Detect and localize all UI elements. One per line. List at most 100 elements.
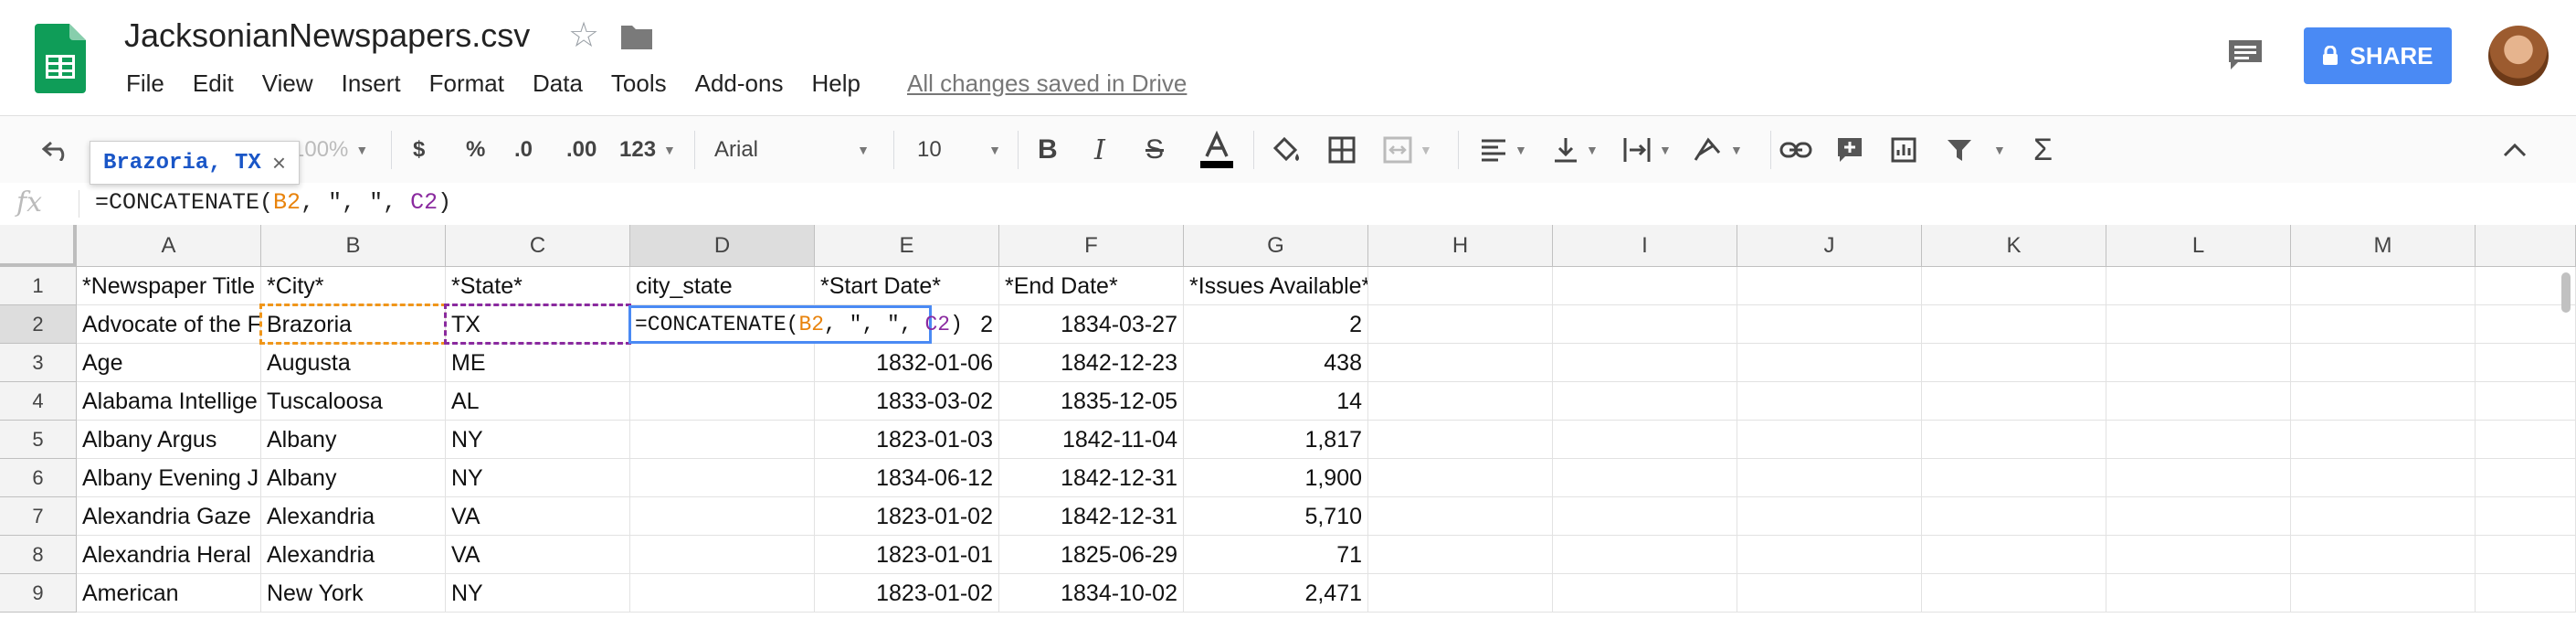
cell-k7[interactable] — [1922, 497, 2106, 536]
menu-addons[interactable]: Add-ons — [694, 69, 784, 97]
menu-help[interactable]: Help — [811, 69, 860, 97]
cell-j5[interactable] — [1737, 421, 1922, 459]
cell-editor-d2[interactable]: =CONCATENATE(B2, ", ", C2) — [628, 305, 963, 344]
fill-color-button[interactable] — [1272, 116, 1303, 184]
bold-button[interactable]: B — [1038, 116, 1058, 184]
cell-c8[interactable]: VA — [446, 536, 630, 574]
cell-a4[interactable]: Alabama Intellige — [77, 382, 261, 421]
menu-insert[interactable]: Insert — [341, 69, 401, 97]
row-header-7[interactable]: 7 — [0, 497, 77, 536]
cell-l6[interactable] — [2106, 459, 2291, 497]
insert-comment-button[interactable] — [1836, 116, 1863, 184]
cell-f6[interactable]: 1842-12-31 — [999, 459, 1184, 497]
column-header-h[interactable]: H — [1368, 225, 1553, 267]
cell-b9[interactable]: New York — [261, 574, 446, 613]
cell-i5[interactable] — [1553, 421, 1737, 459]
cell-m4[interactable] — [2291, 382, 2476, 421]
cell-f4[interactable]: 1835-12-05 — [999, 382, 1184, 421]
cell-b6[interactable]: Albany — [261, 459, 446, 497]
horizontal-align-button[interactable]: ▼ — [1480, 116, 1527, 184]
row-header-4[interactable]: 4 — [0, 382, 77, 421]
more-formats-button[interactable]: 123 ▼ — [619, 116, 676, 184]
cell-m1[interactable] — [2291, 267, 2476, 305]
cell-i4[interactable] — [1553, 382, 1737, 421]
cell-e5[interactable]: 1823-01-03 — [815, 421, 999, 459]
document-title[interactable]: JacksonianNewspapers.csv — [124, 16, 531, 54]
font-family-select[interactable]: Arial ▼ — [714, 116, 870, 184]
cell-j4[interactable] — [1737, 382, 1922, 421]
cell-e3[interactable]: 1832-01-06 — [815, 344, 999, 382]
column-header-j[interactable]: J — [1737, 225, 1922, 267]
cell-a9[interactable]: American — [77, 574, 261, 613]
cell-h5[interactable] — [1368, 421, 1553, 459]
cell-c9[interactable]: NY — [446, 574, 630, 613]
insert-chart-button[interactable] — [1891, 116, 1916, 184]
row-header-6[interactable]: 6 — [0, 459, 77, 497]
cell-i3[interactable] — [1553, 344, 1737, 382]
cell-d6[interactable] — [630, 459, 815, 497]
cell-l3[interactable] — [2106, 344, 2291, 382]
increase-decimal-button[interactable]: .00 — [566, 137, 597, 162]
column-header-m[interactable]: M — [2291, 225, 2476, 267]
text-wrap-button[interactable]: ▼ — [1622, 116, 1672, 184]
cell-j2[interactable] — [1737, 305, 1922, 344]
cell-c3[interactable]: ME — [446, 344, 630, 382]
cell-f1[interactable]: *End Date* — [999, 267, 1184, 305]
strikethrough-button[interactable]: S — [1145, 116, 1164, 184]
percent-button[interactable]: % — [466, 137, 486, 162]
column-header-c[interactable]: C — [446, 225, 630, 267]
comments-icon[interactable] — [2227, 38, 2264, 71]
cell-g1[interactable]: *Issues Available* — [1184, 267, 1368, 305]
cell-g5[interactable]: 1,817 — [1184, 421, 1368, 459]
cell-l1[interactable] — [2106, 267, 2291, 305]
cell-b7[interactable]: Alexandria — [261, 497, 446, 536]
cell-h1[interactable] — [1368, 267, 1553, 305]
text-rotation-button[interactable]: ▼ — [1692, 116, 1743, 184]
cell-d9[interactable] — [630, 574, 815, 613]
menu-view[interactable]: View — [261, 69, 313, 97]
cell-f8[interactable]: 1825-06-29 — [999, 536, 1184, 574]
cell-l9[interactable] — [2106, 574, 2291, 613]
cell-e9[interactable]: 1823-01-02 — [815, 574, 999, 613]
cell-c6[interactable]: NY — [446, 459, 630, 497]
cell-f5[interactable]: 1842-11-04 — [999, 421, 1184, 459]
cell-k6[interactable] — [1922, 459, 2106, 497]
select-all-corner[interactable] — [0, 225, 77, 267]
cell-f3[interactable]: 1842-12-23 — [999, 344, 1184, 382]
cell-g3[interactable]: 438 — [1184, 344, 1368, 382]
cell-g4[interactable]: 14 — [1184, 382, 1368, 421]
cell-i2[interactable] — [1553, 305, 1737, 344]
cell-j6[interactable] — [1737, 459, 1922, 497]
column-header-b[interactable]: B — [261, 225, 446, 267]
cell-b5[interactable]: Albany — [261, 421, 446, 459]
menu-format[interactable]: Format — [428, 69, 504, 97]
cell-i1[interactable] — [1553, 267, 1737, 305]
cell-a7[interactable]: Alexandria Gaze — [77, 497, 261, 536]
cell-e7[interactable]: 1823-01-02 — [815, 497, 999, 536]
cell-b8[interactable]: Alexandria — [261, 536, 446, 574]
star-icon[interactable]: ☆ — [568, 16, 600, 55]
cell-h7[interactable] — [1368, 497, 1553, 536]
sheets-logo-icon[interactable] — [35, 24, 86, 93]
functions-button[interactable]: Σ — [2033, 116, 2053, 184]
cell-d8[interactable] — [630, 536, 815, 574]
cell-m8[interactable] — [2291, 536, 2476, 574]
vertical-scrollbar[interactable] — [2561, 272, 2571, 313]
column-header-l[interactable]: L — [2106, 225, 2291, 267]
cell-a3[interactable]: Age — [77, 344, 261, 382]
font-size-select[interactable]: 10 ▼ — [917, 116, 1001, 184]
cell-e8[interactable]: 1823-01-01 — [815, 536, 999, 574]
cell-i9[interactable] — [1553, 574, 1737, 613]
row-header-5[interactable]: 5 — [0, 421, 77, 459]
column-header-d[interactable]: D — [630, 225, 815, 267]
cell-d4[interactable] — [630, 382, 815, 421]
cell-e6[interactable]: 1834-06-12 — [815, 459, 999, 497]
cell-b3[interactable]: Augusta — [261, 344, 446, 382]
menu-file[interactable]: File — [126, 69, 164, 97]
filter-button[interactable]: ▼ — [1946, 116, 2006, 184]
cell-j7[interactable] — [1737, 497, 1922, 536]
menu-edit[interactable]: Edit — [192, 69, 234, 97]
cell-b2[interactable]: Brazoria — [261, 305, 446, 344]
row-header-9[interactable]: 9 — [0, 574, 77, 613]
close-icon[interactable]: × — [271, 148, 287, 176]
